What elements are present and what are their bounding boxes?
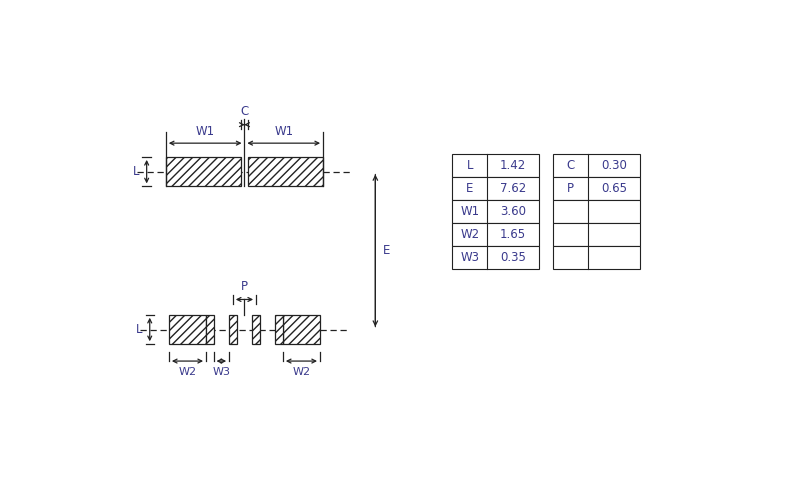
Bar <box>452 200 539 223</box>
Bar <box>554 154 640 177</box>
Bar <box>452 177 539 200</box>
Bar <box>229 315 237 344</box>
Bar <box>169 315 206 344</box>
Text: W3: W3 <box>460 252 479 264</box>
Bar <box>275 315 283 344</box>
Text: W2: W2 <box>292 367 310 377</box>
Bar <box>452 154 539 177</box>
Text: 0.35: 0.35 <box>500 252 526 264</box>
Bar <box>554 200 640 223</box>
Text: P: P <box>567 182 574 195</box>
Text: W3: W3 <box>212 367 230 377</box>
Text: W1: W1 <box>460 205 479 218</box>
Text: 7.62: 7.62 <box>500 182 526 195</box>
Text: L: L <box>133 165 139 178</box>
Text: L: L <box>135 323 142 336</box>
Text: E: E <box>466 182 474 195</box>
Text: 1.65: 1.65 <box>500 228 526 241</box>
Bar <box>554 223 640 246</box>
Text: 1.42: 1.42 <box>500 159 526 172</box>
Text: 0.65: 0.65 <box>601 182 627 195</box>
Text: W1: W1 <box>274 125 294 138</box>
Bar <box>554 177 640 200</box>
Text: C: C <box>566 159 574 172</box>
Bar <box>252 315 260 344</box>
Bar <box>283 315 320 344</box>
Text: 0.30: 0.30 <box>601 159 627 172</box>
Bar <box>452 223 539 246</box>
Text: P: P <box>241 280 248 292</box>
Text: 3.60: 3.60 <box>500 205 526 218</box>
Bar <box>166 157 242 186</box>
Text: C: C <box>240 105 249 118</box>
Text: W2: W2 <box>460 228 479 241</box>
Bar <box>452 246 539 270</box>
Bar <box>206 315 214 344</box>
Bar <box>247 157 323 186</box>
Bar <box>554 246 640 270</box>
Text: E: E <box>383 244 390 257</box>
Text: W1: W1 <box>196 125 214 138</box>
Text: W2: W2 <box>178 367 197 377</box>
Text: L: L <box>466 159 473 172</box>
